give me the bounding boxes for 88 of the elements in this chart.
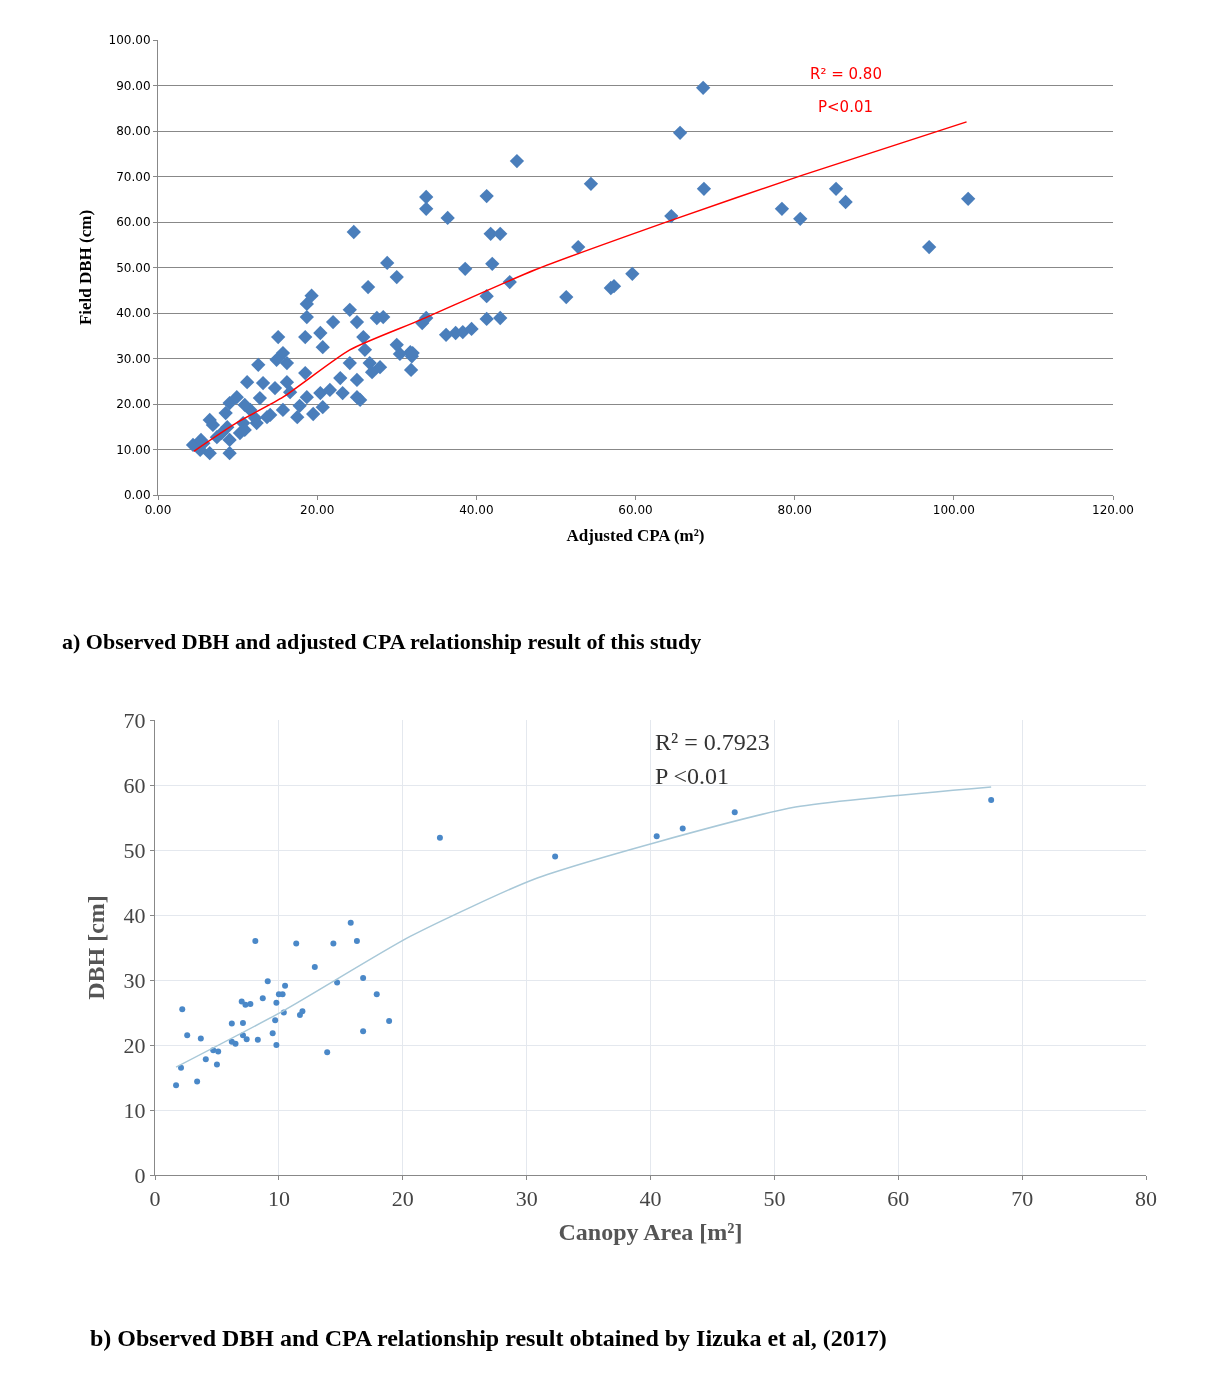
- text: a) Observed DBH and adjusted CPA relationship result of this study: [62, 629, 702, 654]
- y-tick-label: 0.00: [123, 488, 151, 503]
- point: [215, 1048, 222, 1055]
- y-tick-label: 20: [123, 1032, 146, 1058]
- point: [264, 978, 271, 985]
- y-tick-label: 0: [134, 1162, 146, 1188]
- point: [360, 975, 367, 982]
- point: [179, 1006, 186, 1013]
- point: [269, 1030, 276, 1037]
- x-tick-label: 60.00: [618, 503, 653, 518]
- point: [273, 999, 280, 1006]
- y-tick-label: 40.00: [116, 306, 151, 321]
- point: [386, 1017, 393, 1024]
- point: [552, 853, 559, 860]
- y-tick-label: 10.00: [116, 442, 151, 457]
- point: [373, 991, 380, 998]
- y-tick-label: 100.00: [108, 33, 151, 48]
- x-tick-label: 30: [515, 1186, 538, 1212]
- y-tick-label: 80.00: [116, 124, 151, 139]
- point: [243, 1036, 250, 1043]
- point: [273, 1042, 280, 1048]
- point: [679, 825, 686, 832]
- y-tick-label: 40: [123, 902, 146, 928]
- x-tick-label: 80: [1135, 1186, 1157, 1212]
- x-tick-label: 80.00: [777, 503, 812, 518]
- annotation: P <0.01: [655, 763, 729, 789]
- point: [272, 1017, 279, 1024]
- y-axis-title: DBH [cm]: [82, 895, 109, 1000]
- point: [228, 1020, 235, 1027]
- point: [279, 991, 286, 998]
- y-tick-label: 50.00: [116, 260, 151, 275]
- y-tick-label: 60: [123, 772, 146, 798]
- point: [173, 1082, 180, 1089]
- x-tick-label: 50: [763, 1186, 786, 1212]
- point: [330, 940, 337, 947]
- point: [436, 834, 443, 841]
- x-tick-label: 20.00: [299, 503, 335, 518]
- y-tick-label: 30.00: [116, 351, 151, 366]
- x-axis-title: Adjusted CPA (m²): [566, 525, 705, 545]
- y-tick-label: 60.00: [116, 215, 151, 230]
- x-tick-label: 20: [391, 1186, 414, 1212]
- annotation: P<0.01: [818, 98, 874, 116]
- y-tick-label: 10: [123, 1097, 146, 1123]
- point: [353, 938, 360, 944]
- text: b) Observed DBH and CPA relationship result obtained by Iizuka et al, (2017): [90, 1325, 887, 1351]
- x-tick-label: 70: [1011, 1186, 1034, 1212]
- x-tick-label: 0.00: [144, 503, 172, 518]
- point: [194, 1078, 201, 1085]
- y-tick-label: 70.00: [116, 169, 151, 184]
- point: [334, 979, 341, 986]
- point: [252, 938, 259, 944]
- y-tick-label: 50: [123, 837, 146, 863]
- point: [239, 1019, 246, 1026]
- point: [311, 964, 318, 970]
- annotation: R² = 0.80: [810, 65, 882, 83]
- x-tick-label: 40.00: [459, 503, 494, 518]
- point: [324, 1049, 331, 1056]
- x-tick-label: 60: [887, 1186, 910, 1212]
- point: [360, 1028, 367, 1035]
- y-tick-label: 90.00: [116, 78, 151, 93]
- x-tick-label: 40: [639, 1186, 662, 1212]
- point: [259, 995, 266, 1002]
- point: [178, 1064, 185, 1071]
- point: [238, 998, 245, 1005]
- point: [731, 809, 738, 816]
- point: [247, 1001, 254, 1008]
- point: [299, 1008, 306, 1015]
- point: [254, 1036, 261, 1043]
- point: [293, 940, 300, 947]
- point: [242, 1001, 249, 1008]
- point: [213, 1061, 220, 1068]
- annotation: R² = 0.7923: [655, 729, 770, 755]
- x-tick-label: 120.00: [1092, 503, 1134, 518]
- point: [232, 1040, 239, 1047]
- x-tick-label: 100.00: [932, 503, 975, 518]
- y-tick-label: 30: [123, 967, 146, 993]
- point: [197, 1035, 204, 1042]
- point: [988, 796, 995, 803]
- x-axis-title: Canopy Area [m²]: [558, 1218, 743, 1245]
- point: [347, 919, 354, 926]
- y-tick-label: 20.00: [116, 397, 151, 412]
- point: [653, 833, 660, 840]
- y-axis-title: Field DBH (cm): [76, 209, 96, 326]
- point: [202, 1056, 209, 1063]
- x-tick-label: 10: [267, 1186, 290, 1212]
- point: [282, 982, 289, 989]
- point: [184, 1032, 191, 1039]
- y-tick-label: 70: [123, 707, 146, 733]
